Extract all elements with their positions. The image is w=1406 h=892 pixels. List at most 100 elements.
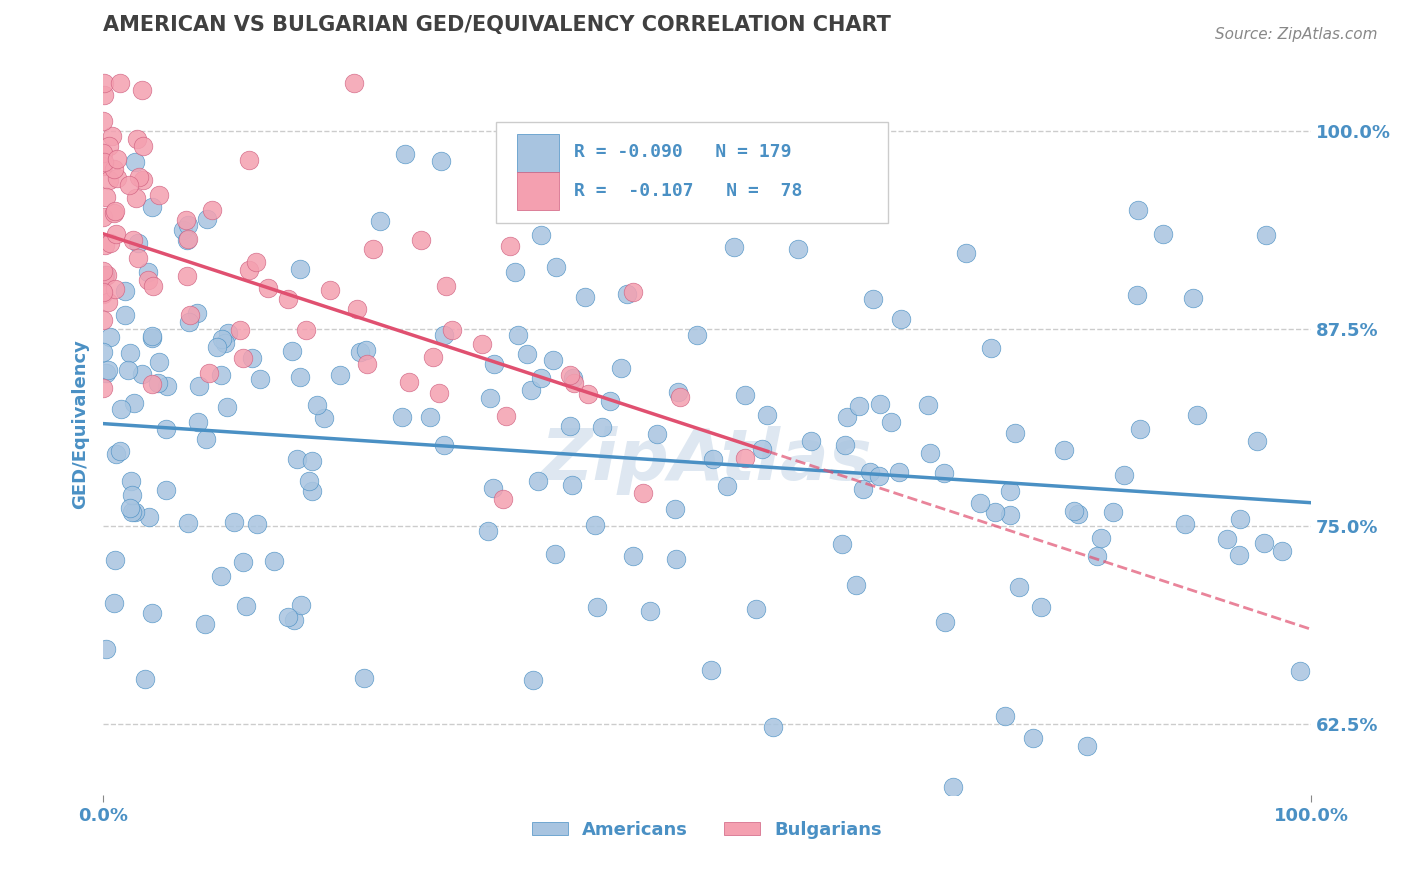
Bulgarians	[409, 233, 432, 247]
Americans	[141, 331, 163, 345]
Americans	[1085, 549, 1108, 563]
Bulgarians	[125, 132, 148, 146]
Bulgarians	[91, 264, 114, 278]
Text: ZipAtlas: ZipAtlas	[541, 426, 873, 495]
Americans	[356, 343, 378, 357]
Bulgarians	[232, 351, 254, 365]
Bulgarians	[138, 273, 160, 287]
Americans	[917, 398, 939, 412]
Bulgarians	[174, 213, 197, 227]
Americans	[177, 218, 200, 232]
Americans	[745, 602, 768, 616]
Bulgarians	[148, 188, 170, 202]
Americans	[942, 780, 965, 795]
Bulgarians	[734, 451, 756, 466]
Bulgarians	[97, 138, 120, 153]
Americans	[141, 607, 163, 621]
Americans	[1129, 422, 1152, 436]
Bulgarians	[179, 308, 201, 322]
Americans	[723, 240, 745, 254]
Americans	[834, 437, 856, 451]
FancyBboxPatch shape	[517, 134, 558, 172]
Bulgarians	[91, 145, 114, 160]
Americans	[616, 287, 638, 301]
Bulgarians	[141, 377, 163, 392]
Text: AMERICAN VS BULGARIAN GED/EQUIVALENCY CORRELATION CHART: AMERICAN VS BULGARIAN GED/EQUIVALENCY CO…	[103, 15, 891, 35]
Americans	[138, 510, 160, 524]
Americans	[482, 357, 505, 371]
Americans	[96, 641, 118, 656]
Bulgarians	[398, 376, 420, 390]
Americans	[141, 328, 163, 343]
Americans	[934, 615, 956, 629]
Bulgarians	[434, 278, 457, 293]
Bulgarians	[91, 381, 114, 395]
Americans	[665, 551, 688, 566]
Bulgarians	[91, 313, 114, 327]
Americans	[920, 445, 942, 459]
Americans	[131, 367, 153, 381]
Americans	[263, 553, 285, 567]
Americans	[610, 361, 633, 376]
Americans	[544, 260, 567, 274]
Americans	[155, 422, 177, 436]
Americans	[215, 400, 238, 414]
Americans	[755, 409, 778, 423]
Americans	[104, 447, 127, 461]
Bulgarians	[105, 152, 128, 166]
Americans	[307, 398, 329, 412]
Bulgarians	[118, 178, 141, 193]
Americans	[932, 466, 955, 480]
Americans	[297, 474, 319, 488]
Legend: Americans, Bulgarians: Americans, Bulgarians	[524, 814, 890, 846]
Americans	[859, 465, 882, 479]
Americans	[419, 410, 441, 425]
Americans	[716, 479, 738, 493]
Americans	[980, 341, 1002, 355]
Americans	[368, 213, 391, 227]
Text: R = -0.090   N = 179: R = -0.090 N = 179	[574, 144, 792, 161]
Bulgarians	[427, 386, 450, 401]
Americans	[114, 284, 136, 298]
Americans	[329, 368, 352, 382]
Americans	[543, 547, 565, 561]
Americans	[114, 308, 136, 322]
Bulgarians	[277, 292, 299, 306]
Bulgarians	[361, 243, 384, 257]
Americans	[887, 465, 910, 479]
Americans	[762, 720, 785, 734]
Bulgarians	[560, 368, 582, 382]
Americans	[520, 383, 543, 397]
Americans	[209, 368, 232, 382]
Bulgarians	[492, 491, 515, 506]
Americans	[120, 346, 142, 360]
Bulgarians	[132, 139, 155, 153]
Americans	[1185, 409, 1208, 423]
Americans	[787, 243, 810, 257]
Americans	[983, 505, 1005, 519]
Bulgarians	[356, 357, 378, 371]
Bulgarians	[104, 227, 127, 241]
Bulgarians	[422, 351, 444, 365]
Americans	[211, 332, 233, 346]
Americans	[353, 671, 375, 685]
Bulgarians	[103, 206, 125, 220]
Bulgarians	[256, 281, 278, 295]
Americans	[527, 474, 550, 488]
Americans	[1112, 468, 1135, 483]
Bulgarians	[128, 169, 150, 184]
Americans	[1063, 504, 1085, 518]
Bulgarians	[104, 282, 127, 296]
Bulgarians	[576, 387, 599, 401]
Americans	[1152, 227, 1174, 241]
Americans	[1182, 291, 1205, 305]
Americans	[94, 268, 117, 282]
Americans	[104, 553, 127, 567]
Americans	[868, 468, 890, 483]
Bulgarians	[91, 285, 114, 299]
Americans	[277, 610, 299, 624]
Americans	[217, 326, 239, 340]
Bulgarians	[238, 153, 260, 168]
Text: Source: ZipAtlas.com: Source: ZipAtlas.com	[1215, 27, 1378, 42]
Bulgarians	[440, 323, 463, 337]
